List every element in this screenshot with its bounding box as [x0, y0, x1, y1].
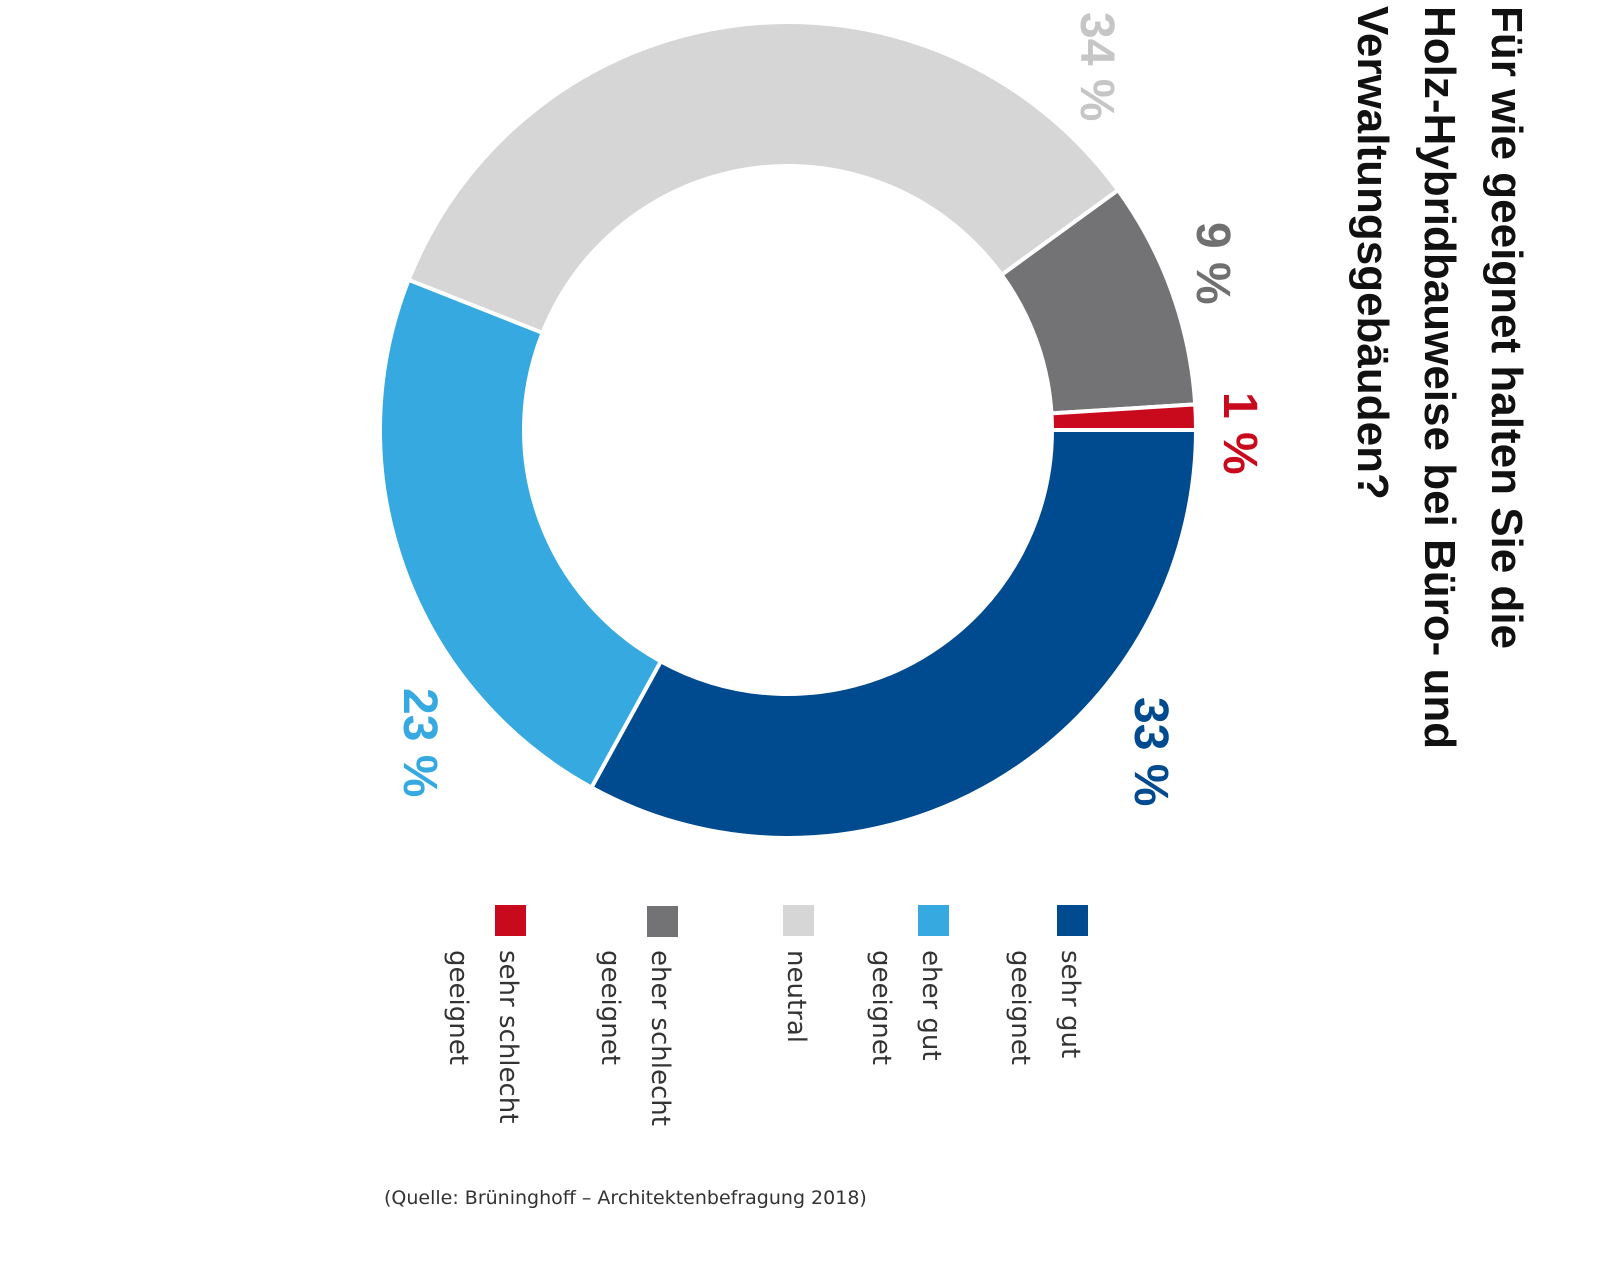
legend-swatch-neutral — [783, 905, 814, 936]
legend-label-sehr-gut-2: geeignet — [1005, 950, 1035, 1065]
legend-label-eher-schlecht-1: eher schlecht — [645, 950, 675, 1126]
legend-label-sehr-schlecht-1: sehr schlecht — [493, 950, 523, 1123]
value-label-sehr-gut: 33 % — [1124, 697, 1177, 806]
legend: sehr schlecht geeignet eher schlecht gee… — [443, 905, 1088, 1126]
value-labels: 33 % 23 % 34 % 9 % 1 % — [393, 12, 1266, 806]
legend-label-sehr-gut-1: sehr gut — [1055, 950, 1085, 1058]
slice-sehr-gut — [588, 428, 1199, 840]
chart-title: Für wie geeignet halten Sie die Holz-Hyb… — [1348, 6, 1531, 749]
legend-swatch-eher-gut — [918, 905, 949, 936]
value-label-eher-schlecht: 9 % — [1186, 222, 1239, 305]
legend-label-eher-schlecht-2: geeignet — [595, 950, 625, 1065]
title-line-3: Verwaltungsgebäuden? — [1348, 6, 1397, 500]
legend-label-sehr-schlecht-2: geeignet — [443, 950, 473, 1065]
source-note: (Quelle: Brüninghoff – Architektenbefrag… — [384, 1187, 867, 1209]
legend-label-eher-gut-1: eher gut — [916, 950, 946, 1061]
slice-eher-gut — [378, 277, 664, 791]
legend-label-eher-gut-2: geeignet — [866, 950, 896, 1065]
value-label-eher-gut: 23 % — [393, 688, 446, 797]
value-label-sehr-schlecht: 1 % — [1213, 392, 1266, 475]
title-line-1: Für wie geeignet halten Sie die — [1482, 6, 1531, 649]
title-line-2: Holz-Hybridbauweise bei Büro- und — [1415, 6, 1464, 749]
slice-sehr-schlecht — [1049, 402, 1199, 432]
value-label-neutral: 34 % — [1070, 12, 1123, 121]
legend-swatch-sehr-gut — [1057, 905, 1088, 936]
legend-label-neutral: neutral — [781, 950, 811, 1043]
legend-swatch-eher-schlecht — [647, 906, 678, 937]
donut-slices — [378, 20, 1199, 840]
legend-swatch-sehr-schlecht — [495, 905, 526, 936]
slice-neutral — [406, 20, 1121, 336]
